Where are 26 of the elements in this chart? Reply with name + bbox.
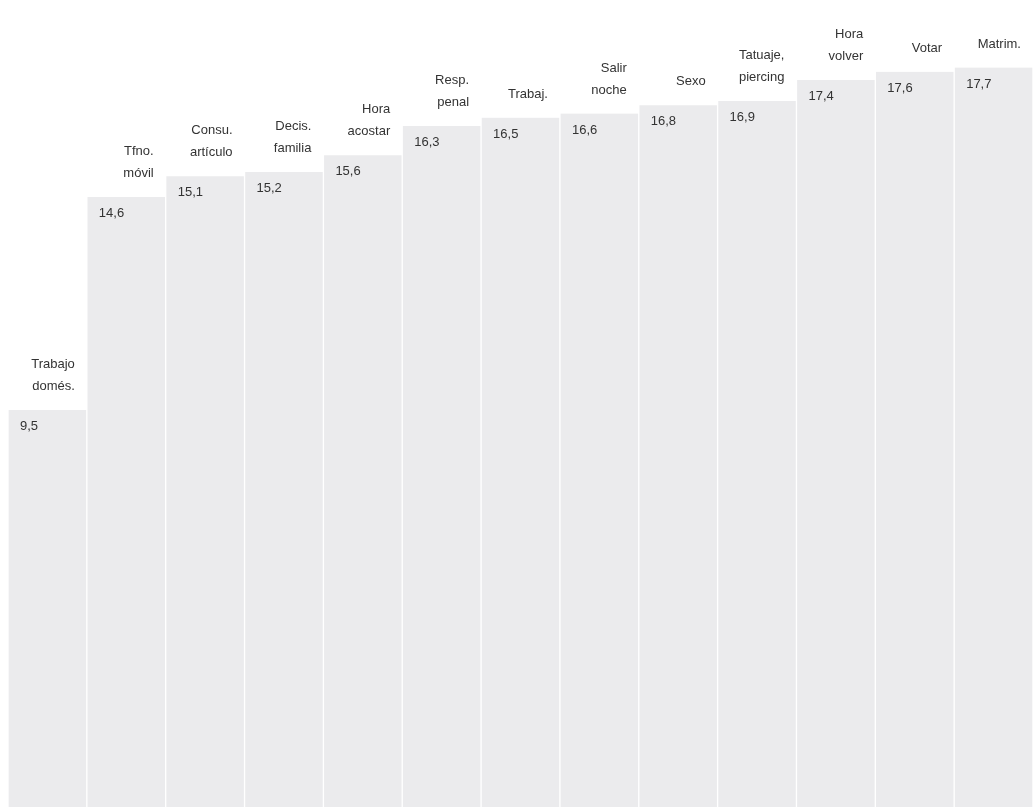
data-label: 14,6	[98, 205, 125, 221]
x-tick-label: Tatuaje, piercing	[738, 47, 785, 85]
x-tick-label: Decis. familia	[273, 118, 313, 156]
x-tick-label: Trabajo domés.	[31, 356, 75, 394]
data-label: 16,5	[493, 125, 519, 141]
x-tick-label: Hora volver	[828, 26, 865, 64]
data-label: 15,6	[335, 163, 361, 179]
data-label: 17,6	[887, 79, 913, 95]
x-tick-label: Salir noche	[591, 59, 628, 97]
data-label: 16,8	[650, 113, 677, 129]
data-label: 15,2	[256, 180, 282, 196]
x-tick-label: Hora acostar	[347, 101, 391, 139]
x-tick-label: Consu. artículo	[189, 122, 233, 160]
data-label: 17,7	[966, 75, 992, 91]
data-label: 16,3	[414, 134, 440, 150]
data-label: 9,5	[20, 418, 39, 434]
data-label: 16,9	[729, 109, 755, 125]
data-label: 17,4	[808, 88, 834, 104]
data-label: 16,6	[571, 121, 598, 137]
x-tick-label: Trabaj.	[507, 85, 548, 101]
x-tick-label: Votar	[911, 39, 943, 55]
x-tick-label: Tfno. móvil	[123, 143, 154, 181]
x-tick-label: Resp. penal	[435, 72, 470, 110]
x-tick-label: Matrim.	[977, 35, 1021, 51]
x-tick-label: Sexo	[675, 73, 706, 89]
data-label: 15,1	[177, 184, 203, 200]
